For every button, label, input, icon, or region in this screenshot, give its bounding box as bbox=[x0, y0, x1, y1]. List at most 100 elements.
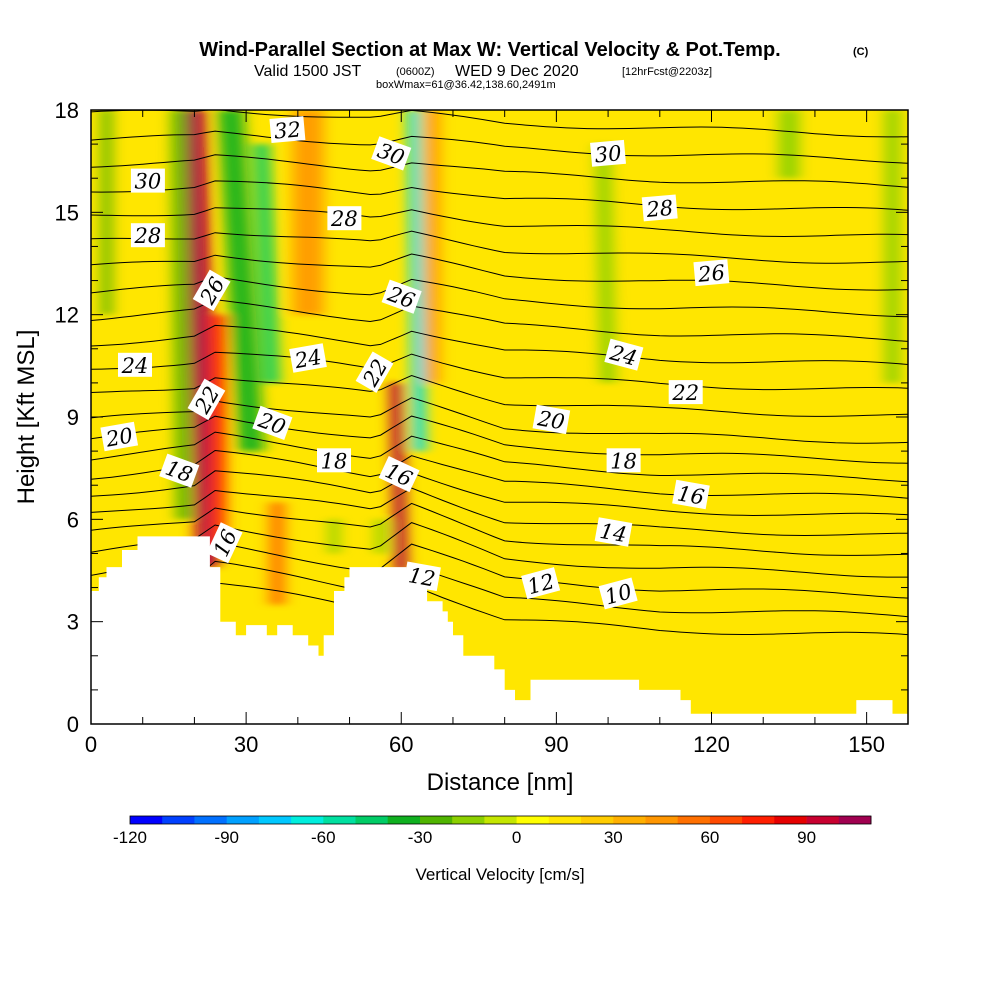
x-tick-label: 0 bbox=[85, 732, 97, 757]
theta-contour-line bbox=[91, 276, 908, 318]
colorbar-tick-label: 90 bbox=[797, 828, 816, 847]
colorbar-tick-label: 60 bbox=[700, 828, 719, 847]
contour-label-box bbox=[100, 421, 139, 452]
y-tick-label: 6 bbox=[67, 507, 79, 532]
contour-label: 12 bbox=[403, 561, 441, 592]
contour-label-text: 22 bbox=[671, 381, 699, 405]
contour-labels: 3028242018262216322824201830262216123028… bbox=[100, 116, 730, 610]
x-tick-label: 30 bbox=[234, 732, 258, 757]
theta-contour-line bbox=[91, 130, 908, 164]
contour-label-text: 30 bbox=[135, 170, 162, 194]
velocity-feature bbox=[375, 519, 386, 554]
contour-label: 28 bbox=[130, 223, 165, 248]
contour-label: 16 bbox=[672, 479, 710, 510]
y-tick-label: 3 bbox=[67, 610, 79, 635]
y-tick-label: 0 bbox=[67, 712, 79, 737]
colorbar-segment bbox=[355, 816, 389, 824]
colorbar-segment bbox=[323, 816, 356, 824]
contour-label-box bbox=[159, 453, 200, 488]
contour-label-text: 12 bbox=[407, 563, 437, 591]
colorbar: -120 -90 -60 -30 0 30 60 90 bbox=[113, 815, 872, 847]
plot-area: 3028242018262216322824201830262216123028… bbox=[91, 110, 908, 724]
axes: 0 30 60 90 120 150 0 3 6 9 12 15 18 bbox=[55, 98, 908, 757]
colorbar-tick-label: -120 bbox=[113, 828, 147, 847]
contour-label-box bbox=[130, 223, 165, 248]
potential-temperature-contours bbox=[91, 110, 908, 636]
contour-label-text: 20 bbox=[535, 406, 566, 434]
contour-label: 14 bbox=[594, 517, 633, 547]
chart-title: Wind-Parallel Section at Max W: Vertical… bbox=[199, 39, 780, 61]
velocity-feature bbox=[269, 502, 285, 605]
colorbar-segment bbox=[162, 816, 195, 824]
contour-label-box bbox=[594, 517, 633, 547]
contour-label: 24 bbox=[118, 352, 152, 378]
y-tick-label: 15 bbox=[55, 200, 79, 225]
colorbar-segment bbox=[291, 816, 324, 824]
x-tick-label: 150 bbox=[848, 732, 885, 757]
colorbar-segment bbox=[709, 816, 743, 824]
contour-label-box bbox=[598, 577, 638, 610]
contour-label-text: 24 bbox=[292, 345, 323, 373]
contour-label-box bbox=[118, 352, 152, 377]
colorbar-tick-label: -60 bbox=[311, 828, 336, 847]
contour-label-box bbox=[403, 561, 441, 592]
theta-contour-line bbox=[91, 470, 908, 517]
contour-label-box bbox=[327, 206, 362, 231]
contour-label-box bbox=[355, 351, 394, 393]
colorbar-segment bbox=[226, 816, 260, 824]
contour-label-box bbox=[130, 168, 165, 193]
colorbar-segment bbox=[774, 816, 807, 824]
theta-contour-line bbox=[91, 502, 908, 556]
x-tick-label: 60 bbox=[389, 732, 413, 757]
contour-label: 26 bbox=[693, 259, 730, 287]
theta-contour-line bbox=[91, 449, 908, 499]
theta-contour-line bbox=[91, 397, 908, 444]
theta-contour-line bbox=[91, 207, 908, 238]
colorbar-segment bbox=[645, 816, 679, 824]
contour-label-box bbox=[378, 456, 420, 493]
velocity-feature bbox=[328, 519, 340, 554]
valid-time-prefix: Valid 1500 JST bbox=[254, 63, 362, 80]
colorbar-segment bbox=[581, 816, 614, 824]
velocity-feature bbox=[171, 110, 192, 520]
theta-contour-line bbox=[91, 374, 908, 417]
contour-label-box bbox=[381, 279, 422, 314]
x-axis-title: Distance [nm] bbox=[427, 769, 574, 796]
forecast-info: [12hrFcst@2203z] bbox=[622, 66, 712, 78]
contour-label-text: 30 bbox=[594, 141, 623, 167]
velocity-feature bbox=[253, 144, 280, 383]
contour-label-box bbox=[252, 405, 293, 440]
colorbar-tick-label: -90 bbox=[214, 828, 239, 847]
contour-label: 30 bbox=[590, 139, 626, 167]
contour-label-box bbox=[672, 479, 710, 510]
contour-label-text: 16 bbox=[676, 481, 706, 509]
contour-label-box bbox=[187, 378, 226, 421]
theta-contour-line bbox=[91, 154, 908, 188]
velocity-feature-core bbox=[189, 110, 213, 568]
contour-label-box bbox=[590, 139, 626, 167]
colorbar-segment bbox=[387, 816, 421, 824]
x-tick-label: 90 bbox=[544, 732, 568, 757]
theta-contour-line bbox=[91, 487, 908, 537]
contour-label-box bbox=[606, 448, 641, 473]
colorbar-segment bbox=[420, 816, 453, 824]
contour-label-text: 14 bbox=[598, 519, 628, 547]
contour-label: 24 bbox=[289, 343, 327, 373]
colorbar-segment bbox=[130, 816, 163, 824]
contour-label-box bbox=[521, 567, 561, 600]
colorbar-segment bbox=[742, 816, 775, 824]
contour-label-box bbox=[289, 343, 327, 373]
colorbar-segment bbox=[806, 816, 840, 824]
contour-label-box bbox=[317, 448, 351, 473]
y-tick-label: 12 bbox=[55, 303, 79, 328]
contour-label: 30 bbox=[130, 168, 165, 194]
velocity-feature bbox=[595, 144, 616, 383]
contour-label-text: 18 bbox=[321, 449, 348, 473]
theta-contour-line bbox=[91, 253, 908, 291]
vertical-velocity-field bbox=[101, 110, 901, 605]
contour-label: 18 bbox=[317, 448, 351, 473]
velocity-feature bbox=[292, 110, 324, 315]
velocity-feature bbox=[778, 110, 800, 179]
contour-label-text: 28 bbox=[330, 207, 358, 231]
box-wmax-info: boxWmax=61@36.42,138.60,2491m bbox=[376, 79, 556, 91]
